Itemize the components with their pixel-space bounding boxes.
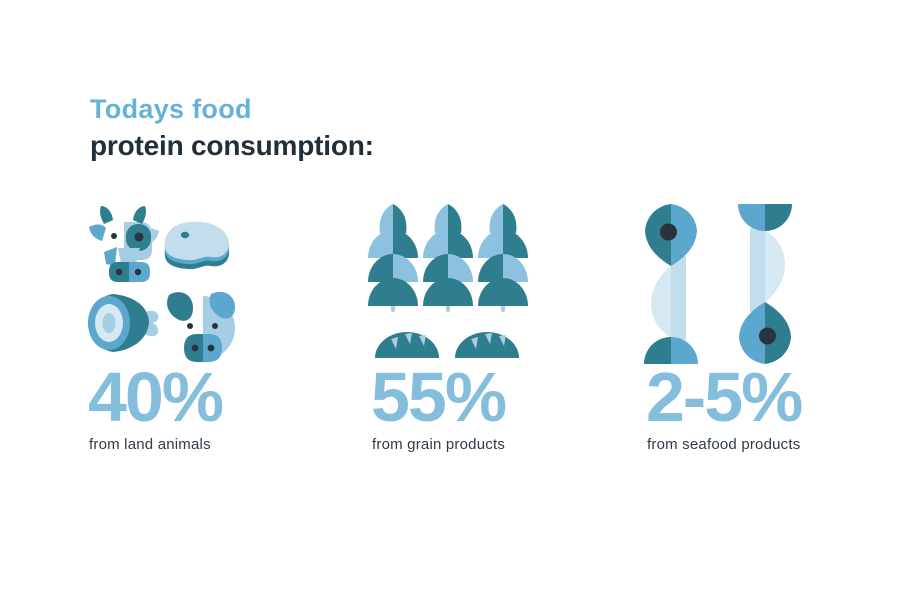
wheat-stalk-icon <box>423 204 473 312</box>
protein-source-card-land-animals: 40% from land animals <box>85 204 325 453</box>
page-title: Todays food protein consumption: <box>90 94 374 162</box>
bread-icon <box>375 332 439 358</box>
fish-icon <box>738 204 792 364</box>
ham-icon <box>88 294 159 352</box>
wheat-stalk-icon <box>368 204 418 312</box>
title-accent-line: Todays food <box>90 94 252 124</box>
protein-source-card-grain-products: 55% from grain products <box>368 204 608 453</box>
source-label: from seafood products <box>647 436 801 453</box>
source-label: from grain products <box>372 436 506 453</box>
protein-source-card-seafood-products: 2-5% from seafood products <box>643 204 883 453</box>
percentage-value: 2-5% <box>646 358 803 436</box>
percentage-value: 40% <box>88 358 224 436</box>
wheat-stalk-icon <box>478 204 528 312</box>
cow-icon <box>89 206 159 282</box>
pig-icon <box>167 291 235 362</box>
source-label: from land animals <box>89 436 211 453</box>
land-animals-icon <box>85 204 325 366</box>
land-animals-illustration <box>88 206 235 362</box>
grain-products-icon <box>368 204 608 366</box>
seafood-products-illustration <box>644 204 792 364</box>
fish-icon <box>644 204 698 364</box>
grain-products-illustration <box>368 204 528 358</box>
title-main-line: protein consumption: <box>90 130 374 162</box>
percentage-value: 55% <box>371 358 507 436</box>
steak-icon <box>164 221 230 270</box>
seafood-products-icon <box>643 204 883 366</box>
bread-icon <box>455 332 519 358</box>
